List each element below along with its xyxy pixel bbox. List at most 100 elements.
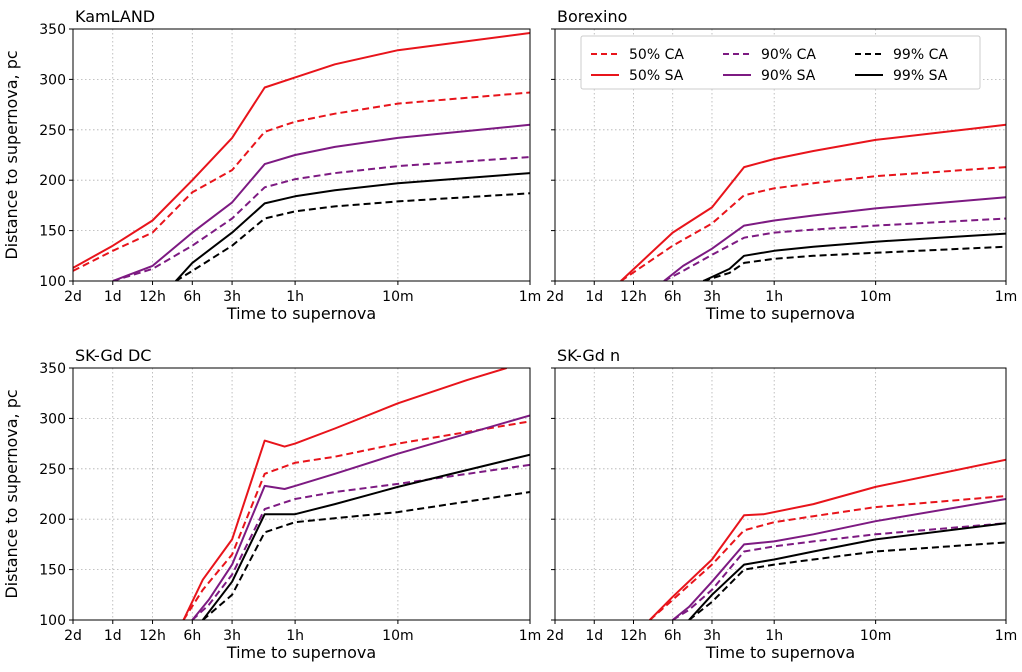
x-tick-label: 10m xyxy=(860,628,891,644)
series-line-90-sa xyxy=(672,498,1006,620)
x-tick-label: 1m xyxy=(519,289,542,305)
x-tick-label: 1m xyxy=(995,628,1018,644)
legend-label: 99% CA xyxy=(893,47,948,63)
series-group xyxy=(182,368,530,620)
x-tick-label: 1m xyxy=(519,628,542,644)
chart-panel-1: 2d 1d 12h 6h 3h 1h 10m 1m 100 150 200 250 300 350 KamL… xyxy=(2,7,541,323)
legend-label: 99% SA xyxy=(893,68,948,84)
x-tick-label: 3h xyxy=(223,289,241,305)
plot-frame xyxy=(72,28,531,282)
legend-label: 90% CA xyxy=(761,47,816,63)
x-tick-label: 10m xyxy=(382,628,413,644)
series-line-99-sa xyxy=(702,232,1006,281)
series-line-90-ca xyxy=(672,522,1006,620)
x-axis-label: Time to supernova xyxy=(226,643,376,662)
y-tick-label: 250 xyxy=(39,462,66,478)
series-group xyxy=(620,123,1006,281)
series-line-90-sa xyxy=(191,414,530,620)
x-axis-label: Time to supernova xyxy=(226,304,376,323)
y-tick-label: 100 xyxy=(39,613,66,629)
series-line-99-ca xyxy=(703,245,1006,281)
plot-frame xyxy=(72,367,531,621)
legend: 50% CA 90% CA 99% CA 50% SA 90% SA 99% SA xyxy=(580,35,981,90)
series-line-90-ca xyxy=(663,217,1006,281)
x-tick-label: 3h xyxy=(223,628,241,644)
x-tick-label: 3h xyxy=(703,628,721,644)
y-tick-label: 350 xyxy=(39,22,66,38)
series-line-50-ca xyxy=(649,495,1006,620)
x-tick-label: 2d xyxy=(546,289,564,305)
grid xyxy=(72,28,531,282)
series-line-99-ca xyxy=(175,192,530,281)
panel-title: Borexino xyxy=(557,7,627,26)
x-tick-label: 10m xyxy=(860,289,891,305)
y-tick-label: 200 xyxy=(39,173,66,189)
x-tick-label: 1d xyxy=(104,289,122,305)
x-tick-label: 1d xyxy=(585,289,603,305)
x-tick-label: 2d xyxy=(64,289,82,305)
y-tick-label: 150 xyxy=(39,224,66,240)
chart-panel-2: 2d 1d 12h 6h 3h 1h 10m 1m Borexino Time to supern… xyxy=(546,7,1017,323)
y-axis-label: Distance to supernova, pc xyxy=(2,389,21,598)
x-axis-label: Time to supernova xyxy=(705,304,855,323)
y-tick-label: 150 xyxy=(39,563,66,579)
series-line-90-sa xyxy=(663,196,1006,281)
panel-title: SK-Gd DC xyxy=(75,346,151,365)
y-axis-label: Distance to supernova, pc xyxy=(2,50,21,259)
series-line-90-ca xyxy=(112,156,530,281)
series-line-50-sa xyxy=(620,123,1006,281)
legend-label: 90% SA xyxy=(761,68,816,84)
series-line-99-sa xyxy=(175,172,530,281)
grid xyxy=(72,367,531,621)
y-tick-label: 300 xyxy=(39,72,66,88)
x-tick-label: 6h xyxy=(183,289,201,305)
chart-panel-4: 2d 1d 12h 6h 3h 1h 10m 1m SK-Gd n Time to superno… xyxy=(546,346,1017,662)
series-group xyxy=(73,32,530,281)
x-tick-label: 10m xyxy=(382,289,413,305)
panel-title: KamLAND xyxy=(75,7,155,26)
series-line-90-ca xyxy=(191,463,530,620)
series-line-99-sa xyxy=(688,522,1006,620)
y-tick-label: 100 xyxy=(39,274,66,290)
panel-title: SK-Gd n xyxy=(557,346,620,365)
series-line-50-ca xyxy=(73,91,530,272)
x-tick-label: 1h xyxy=(286,289,304,305)
x-tick-label: 1h xyxy=(765,628,783,644)
series-line-50-sa xyxy=(649,458,1006,620)
x-tick-label: 6h xyxy=(183,628,201,644)
x-tick-label: 2d xyxy=(64,628,82,644)
x-tick-label: 1m xyxy=(995,289,1018,305)
x-axis-label: Time to supernova xyxy=(705,643,855,662)
x-tick-label: 12h xyxy=(620,628,647,644)
legend-label: 50% SA xyxy=(629,68,684,84)
y-tick-label: 300 xyxy=(39,411,66,427)
x-tick-label: 2d xyxy=(546,628,564,644)
x-tick-label: 1d xyxy=(585,628,603,644)
series-line-99-ca xyxy=(202,491,530,620)
x-tick-label: 12h xyxy=(139,289,166,305)
series-line-99-ca xyxy=(688,541,1006,620)
x-tick-label: 12h xyxy=(139,628,166,644)
series-line-50-ca xyxy=(620,166,1006,281)
y-tick-label: 350 xyxy=(39,361,66,377)
grid xyxy=(554,367,1007,621)
series-line-50-sa xyxy=(73,32,530,269)
x-tick-label: 1d xyxy=(104,628,122,644)
x-tick-label: 1h xyxy=(765,289,783,305)
x-tick-label: 3h xyxy=(703,289,721,305)
x-tick-label: 6h xyxy=(664,289,682,305)
series-group xyxy=(649,458,1006,620)
plot-frame xyxy=(554,28,1007,282)
chart-panel-3: 2d 1d 12h 6h 3h 1h 10m 1m 100 150 200 250 300 350 SK-G… xyxy=(2,346,541,662)
x-tick-label: 6h xyxy=(664,628,682,644)
plot-frame xyxy=(554,367,1007,621)
y-tick-label: 250 xyxy=(39,123,66,139)
x-tick-label: 12h xyxy=(620,289,647,305)
legend-label: 50% CA xyxy=(629,47,684,63)
x-tick-label: 1h xyxy=(286,628,304,644)
series-line-90-sa xyxy=(112,123,530,281)
y-tick-label: 200 xyxy=(39,512,66,528)
series-line-50-sa xyxy=(182,368,507,620)
series-line-99-sa xyxy=(202,453,530,620)
